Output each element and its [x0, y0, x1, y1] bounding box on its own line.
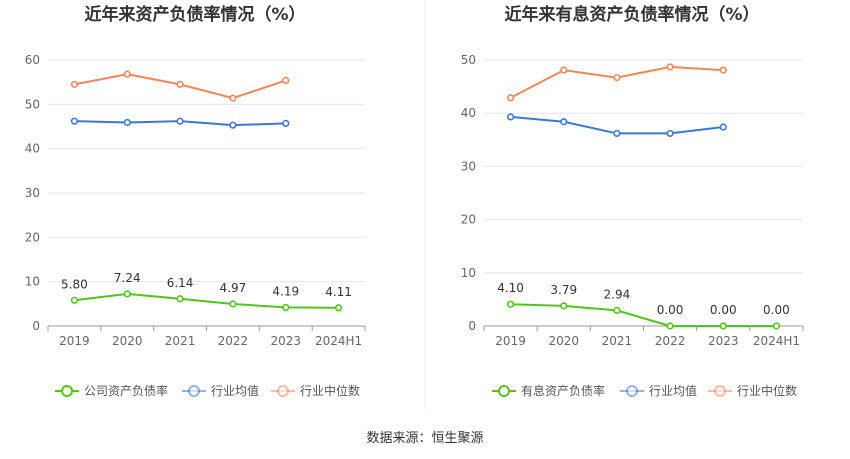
series-line [510, 303, 777, 327]
x-tick-label: 2023 [708, 334, 739, 348]
data-label: 2.94 [604, 287, 631, 301]
legend-swatch-marker [188, 385, 200, 397]
data-point[interactable] [70, 80, 79, 88]
legend-swatch-marker [277, 385, 289, 397]
data-label: 5.80 [61, 277, 88, 291]
x-tick-label: 2024H1 [753, 334, 800, 348]
data-point[interactable] [613, 73, 621, 82]
y-tick-label: 20 [25, 230, 40, 244]
data-label: 4.11 [325, 285, 352, 299]
legend-item[interactable]: 行业均值 [182, 383, 259, 398]
chart-panel-debt-ratio: 近年来资产负债率情况（%） 0 10 20 30 40 50 60 2019 2020 2021 20… [25, 4, 366, 398]
data-point[interactable] [229, 300, 237, 308]
chart-panel-interest-debt-ratio: 近年来有息资产负债率情况（%） 0 10 20 30 40 50 2019 2020 2021 20… [461, 4, 804, 398]
legend-label: 有息资产负债率 [521, 383, 605, 398]
data-point[interactable] [719, 322, 727, 330]
data-label: 7.24 [114, 271, 141, 285]
data-point[interactable] [123, 118, 131, 127]
x-tick-label: 2020 [548, 334, 579, 348]
data-point[interactable] [719, 66, 727, 74]
y-tick-label: 10 [25, 275, 40, 289]
data-point[interactable] [560, 302, 568, 310]
data-point[interactable] [666, 63, 674, 71]
data-label: 3.79 [550, 283, 577, 297]
data-point[interactable] [123, 70, 131, 78]
data-point[interactable] [506, 113, 515, 121]
y-tick-label: 10 [461, 266, 476, 280]
x-tick-label: 2023 [270, 334, 301, 348]
x-tick-label: 2020 [112, 334, 143, 348]
data-point[interactable] [229, 94, 237, 102]
y-tick-label: 50 [25, 97, 40, 111]
data-point[interactable] [666, 322, 674, 330]
data-label: 6.14 [167, 276, 194, 290]
x-tick-label: 2019 [59, 334, 90, 348]
y-tick-label: 40 [461, 106, 476, 120]
data-point[interactable] [613, 306, 621, 314]
x-tick-label: 2022 [218, 334, 249, 348]
y-tick-label: 40 [25, 142, 40, 156]
data-point[interactable] [282, 76, 290, 84]
data-label: 4.97 [220, 281, 247, 295]
legend-item[interactable]: 行业中位数 [271, 383, 360, 398]
data-point[interactable] [70, 296, 79, 304]
data-point[interactable] [613, 129, 621, 138]
legend-item[interactable]: 行业中位数 [708, 383, 797, 398]
data-label: 4.10 [497, 281, 524, 295]
data-point[interactable] [176, 80, 184, 88]
chart-title: 近年来资产负债率情况（%） [84, 4, 305, 25]
y-tick-label: 30 [25, 186, 40, 200]
data-point[interactable] [70, 117, 79, 125]
data-point[interactable] [123, 290, 131, 298]
legend-label: 行业均值 [649, 383, 697, 398]
legend-label: 行业中位数 [737, 383, 797, 398]
legend-item[interactable]: 有息资产负债率 [492, 383, 605, 398]
data-label: 4.19 [272, 284, 299, 298]
y-tick-label: 20 [461, 213, 476, 227]
x-tick-label: 2022 [655, 334, 686, 348]
legend-label: 行业均值 [211, 383, 259, 398]
data-point[interactable] [229, 121, 237, 129]
source-label: 数据来源：恒生聚源 [366, 431, 483, 446]
data-label: 0.00 [763, 303, 790, 317]
data-label: 0.00 [710, 303, 737, 317]
data-point[interactable] [560, 118, 568, 126]
legend-label: 行业中位数 [300, 383, 360, 398]
legend-label: 公司资产负债率 [84, 383, 168, 398]
data-point[interactable] [176, 295, 184, 303]
data-point[interactable] [506, 94, 515, 102]
legend-swatch-marker [626, 385, 638, 397]
data-label: 0.00 [657, 303, 684, 317]
series-line [510, 65, 724, 99]
data-point[interactable] [506, 300, 515, 308]
legend-swatch-marker [61, 385, 73, 397]
data-point[interactable] [176, 117, 184, 125]
series-line [74, 292, 339, 309]
y-tick-label: 50 [461, 53, 476, 67]
legend-swatch-marker [714, 385, 726, 397]
x-tick-label: 2021 [602, 334, 633, 348]
legend-item[interactable]: 行业均值 [620, 383, 697, 398]
data-point[interactable] [666, 129, 674, 138]
y-tick-label: 0 [468, 319, 476, 333]
data-point[interactable] [719, 123, 727, 131]
y-tick-label: 0 [32, 319, 40, 333]
legend-item[interactable]: 公司资产负债率 [55, 383, 168, 398]
data-point[interactable] [282, 303, 290, 312]
chart-title: 近年来有息资产负债率情况（%） [504, 4, 759, 25]
y-tick-label: 30 [461, 159, 476, 173]
legend-swatch-marker [498, 385, 510, 397]
data-point[interactable] [560, 66, 568, 74]
data-point[interactable] [282, 119, 290, 127]
data-point[interactable] [772, 322, 781, 330]
x-tick-label: 2024H1 [315, 334, 362, 348]
x-tick-label: 2019 [495, 334, 526, 348]
data-point[interactable] [334, 304, 343, 312]
x-tick-label: 2021 [165, 334, 196, 348]
y-tick-label: 60 [25, 53, 40, 67]
